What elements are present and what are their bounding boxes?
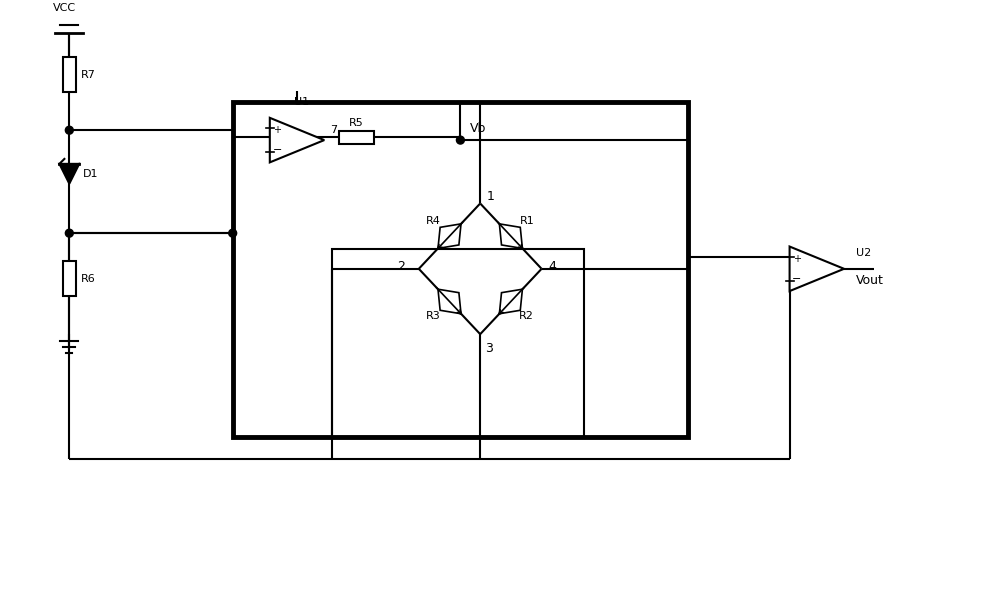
Text: R2: R2 — [519, 312, 534, 322]
Circle shape — [456, 136, 464, 144]
Text: R7: R7 — [81, 70, 96, 80]
Circle shape — [65, 126, 73, 134]
Text: −: − — [273, 145, 282, 155]
Text: R6: R6 — [81, 274, 96, 284]
Text: 4: 4 — [549, 260, 556, 273]
Text: +: + — [273, 125, 281, 135]
Text: D1: D1 — [83, 169, 99, 178]
Text: −: − — [792, 274, 802, 284]
Text: Vb: Vb — [470, 122, 487, 135]
Text: 3: 3 — [485, 342, 493, 355]
Text: R5: R5 — [349, 118, 364, 128]
Polygon shape — [499, 224, 522, 249]
Polygon shape — [59, 164, 79, 184]
Bar — [63, 262, 76, 296]
Text: +: + — [793, 254, 801, 264]
Text: 7: 7 — [330, 125, 337, 135]
Text: R1: R1 — [519, 216, 534, 226]
Polygon shape — [438, 289, 461, 314]
Bar — [63, 58, 76, 92]
Text: R3: R3 — [426, 312, 441, 322]
Polygon shape — [438, 224, 461, 249]
Circle shape — [65, 229, 73, 237]
Text: Vout: Vout — [856, 274, 884, 287]
Circle shape — [229, 229, 237, 237]
Polygon shape — [790, 247, 844, 291]
Text: VCC: VCC — [53, 4, 76, 14]
Text: 1: 1 — [487, 190, 495, 203]
Polygon shape — [499, 289, 522, 314]
Text: R4: R4 — [426, 216, 441, 226]
Polygon shape — [270, 118, 324, 163]
Text: 2: 2 — [397, 260, 405, 273]
Bar — [339, 131, 374, 144]
Bar — [233, 102, 688, 437]
Text: U1: U1 — [294, 97, 310, 107]
Bar — [332, 249, 584, 437]
Text: U2: U2 — [856, 248, 871, 258]
